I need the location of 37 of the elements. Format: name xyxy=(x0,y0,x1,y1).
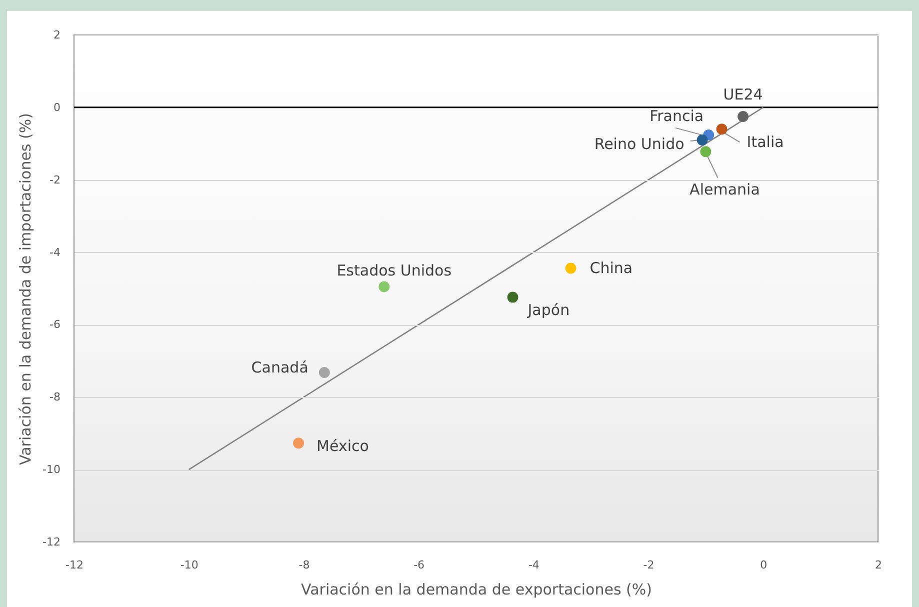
point xyxy=(293,438,304,449)
point xyxy=(507,292,518,303)
point xyxy=(716,124,728,135)
x-tick-label: -6 xyxy=(414,558,425,572)
y-tick-label: 2 xyxy=(54,28,60,42)
point xyxy=(378,281,390,292)
series-label: China xyxy=(590,259,633,278)
y-tick-label: -8 xyxy=(50,390,60,404)
x-tick-label: 0 xyxy=(760,558,768,572)
point xyxy=(738,111,749,122)
series-label: Italia xyxy=(746,133,784,152)
y-tick-label: -2 xyxy=(50,173,60,186)
y-tick-label: -12 xyxy=(42,536,60,548)
y-tick-label: -6 xyxy=(50,318,60,332)
x-tick-label: 2 xyxy=(875,558,882,572)
series-label: Canadá xyxy=(251,358,308,377)
series-label: UE24 xyxy=(723,85,763,104)
point xyxy=(565,262,576,274)
series-label: Japón xyxy=(526,301,570,320)
y-tick-label: -4 xyxy=(50,246,60,259)
x-tick-label: -12 xyxy=(66,558,84,572)
point xyxy=(700,146,712,158)
x-tick-label: -2 xyxy=(643,558,654,572)
series-label: Estados Unidos xyxy=(336,262,452,280)
series-label: Alemania xyxy=(690,180,760,199)
series-label: México xyxy=(316,437,369,456)
x-tick-label: -10 xyxy=(180,558,198,572)
point xyxy=(696,134,708,146)
series-label: Reino Unido xyxy=(594,135,684,154)
y-tick-label: -10 xyxy=(42,463,60,476)
x-axis-title: Variación en la demanda de exportaciones (%) xyxy=(300,580,652,598)
point xyxy=(318,367,330,378)
x-tick-label: -4 xyxy=(528,558,540,572)
y-axis-title: Variación en la demanda de importaciones (%) xyxy=(16,113,35,465)
x-tick-label: -8 xyxy=(298,558,310,572)
y-tick-label: 0 xyxy=(54,100,60,114)
series-label: Francia xyxy=(650,106,704,125)
